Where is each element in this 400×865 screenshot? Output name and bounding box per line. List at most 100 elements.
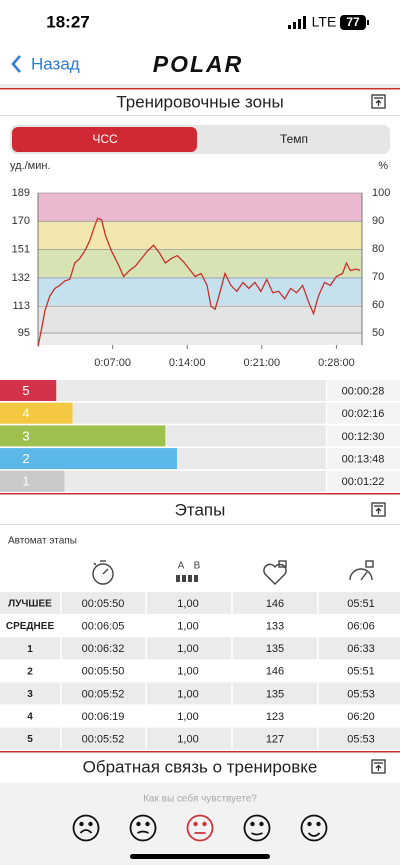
home-indicator — [130, 854, 270, 859]
section-line — [0, 751, 400, 753]
y-axis-label: уд./мин. — [10, 160, 51, 172]
zone-row-bg — [0, 470, 326, 492]
share-icon[interactable] — [371, 502, 386, 517]
face-eye[interactable] — [307, 821, 312, 827]
lap-cell: 05:53 — [347, 688, 375, 700]
section-line — [0, 493, 400, 495]
y2-tick-label: 80 — [372, 243, 384, 255]
feeling-face[interactable] — [300, 814, 328, 842]
lap-cell: 00:05:52 — [82, 688, 125, 700]
hr-chart: 95 113 132 151 170 189 50 60 70 80 90 100 0:07:00 0:1… — [12, 187, 391, 369]
face-eye[interactable] — [88, 821, 93, 827]
x-tick-label: 0:21:00 — [243, 357, 280, 369]
feeling-face[interactable] — [186, 814, 214, 842]
zone-row-bg — [0, 380, 326, 401]
lap-label: СРЕДНЕЕ — [6, 621, 55, 632]
lap-label: ЛУЧШЕЕ — [8, 599, 52, 610]
face-eye[interactable] — [193, 821, 198, 827]
feedback-prompt: Как вы себя чувствуете? — [143, 793, 257, 805]
divider — [0, 115, 400, 116]
battery-tip — [367, 20, 369, 25]
section-title: Этапы — [175, 500, 226, 519]
face-mouth[interactable] — [79, 829, 93, 834]
face-outline[interactable] — [129, 814, 157, 842]
face-outline[interactable] — [186, 814, 214, 842]
y2-axis-label: % — [378, 160, 388, 172]
zone-band — [38, 248, 362, 277]
lap-cell: 05:53 — [347, 734, 375, 746]
face-mouth[interactable] — [251, 832, 263, 836]
lap-row — [0, 659, 400, 682]
y2-tick-label: 60 — [372, 299, 384, 311]
zone-label: 4 — [22, 406, 29, 421]
lap-row — [0, 682, 400, 705]
tab-hr[interactable]: ЧСС — [92, 132, 118, 146]
face-eye[interactable] — [136, 821, 141, 827]
lap-cell: 06:33 — [347, 643, 375, 655]
lap-cell: 1,00 — [177, 666, 198, 678]
lap-cell: 1,00 — [177, 598, 198, 610]
feedback-area — [0, 783, 400, 865]
hr-line — [37, 217, 361, 347]
lap-cell: 133 — [266, 621, 284, 633]
lap-label: 1 — [27, 644, 33, 655]
face-outline[interactable] — [300, 814, 328, 842]
lap-cell: 135 — [266, 643, 284, 655]
lap-cell: 00:05:50 — [82, 666, 125, 678]
zone-time: 00:13:48 — [342, 454, 385, 466]
x-tick-label: 0:07:00 — [94, 357, 131, 369]
zone-time: 00:01:22 — [342, 476, 385, 488]
zone-time-cell — [327, 470, 400, 492]
share-icon[interactable] — [371, 94, 386, 109]
laps-subtitle: Автомат этапы — [8, 536, 77, 547]
zone-band — [38, 220, 362, 249]
polar-logo: POLAR — [153, 51, 244, 77]
face-eye[interactable] — [250, 821, 255, 827]
speed-icon — [349, 560, 374, 581]
lap-cell: 00:05:52 — [82, 734, 125, 746]
tab-active[interactable] — [12, 127, 197, 152]
back-button[interactable]: Назад — [31, 54, 80, 73]
lap-cell: 00:05:50 — [82, 598, 125, 610]
signal-icon — [288, 16, 306, 29]
y-tick-label: 170 — [12, 215, 30, 227]
y-tick-label: 95 — [18, 327, 30, 339]
face-eye[interactable] — [145, 821, 150, 827]
lap-cell: 06:06 — [347, 621, 375, 633]
lap-cell: 1,00 — [177, 621, 198, 633]
feeling-face[interactable] — [72, 814, 100, 842]
zone-time: 00:02:16 — [342, 408, 385, 420]
zone-label: 1 — [22, 474, 29, 489]
face-mouth[interactable] — [307, 832, 321, 837]
lap-label: 4 — [27, 712, 33, 723]
face-mouth[interactable] — [137, 830, 149, 834]
zone-bar — [0, 425, 166, 447]
battery-icon — [340, 15, 366, 30]
feeling-face[interactable] — [243, 814, 271, 842]
lap-cell: 1,00 — [177, 688, 198, 700]
tab-pace[interactable]: Темп — [280, 132, 308, 146]
back-chevron[interactable] — [11, 55, 21, 73]
zone-band — [38, 193, 362, 221]
face-eye[interactable] — [202, 821, 207, 827]
face-outline[interactable] — [243, 814, 271, 842]
lap-row — [0, 614, 400, 637]
zone-band — [38, 304, 362, 333]
stopwatch-icon — [92, 560, 114, 585]
status-network: LTE — [312, 14, 337, 30]
share-icon[interactable] — [371, 759, 386, 774]
feeling-options — [72, 814, 328, 842]
face-eye[interactable] — [316, 821, 321, 827]
lap-row — [0, 727, 400, 750]
lap-cell: 05:51 — [347, 598, 375, 610]
face-outline[interactable] — [72, 814, 100, 842]
face-eye[interactable] — [79, 821, 84, 827]
zone-time: 00:12:30 — [342, 431, 385, 443]
y2-tick-label: 90 — [372, 215, 384, 227]
zone-label: 5 — [22, 383, 29, 398]
battery-level: 77 — [346, 15, 360, 29]
feeling-face[interactable] — [129, 814, 157, 842]
face-eye[interactable] — [259, 821, 264, 827]
